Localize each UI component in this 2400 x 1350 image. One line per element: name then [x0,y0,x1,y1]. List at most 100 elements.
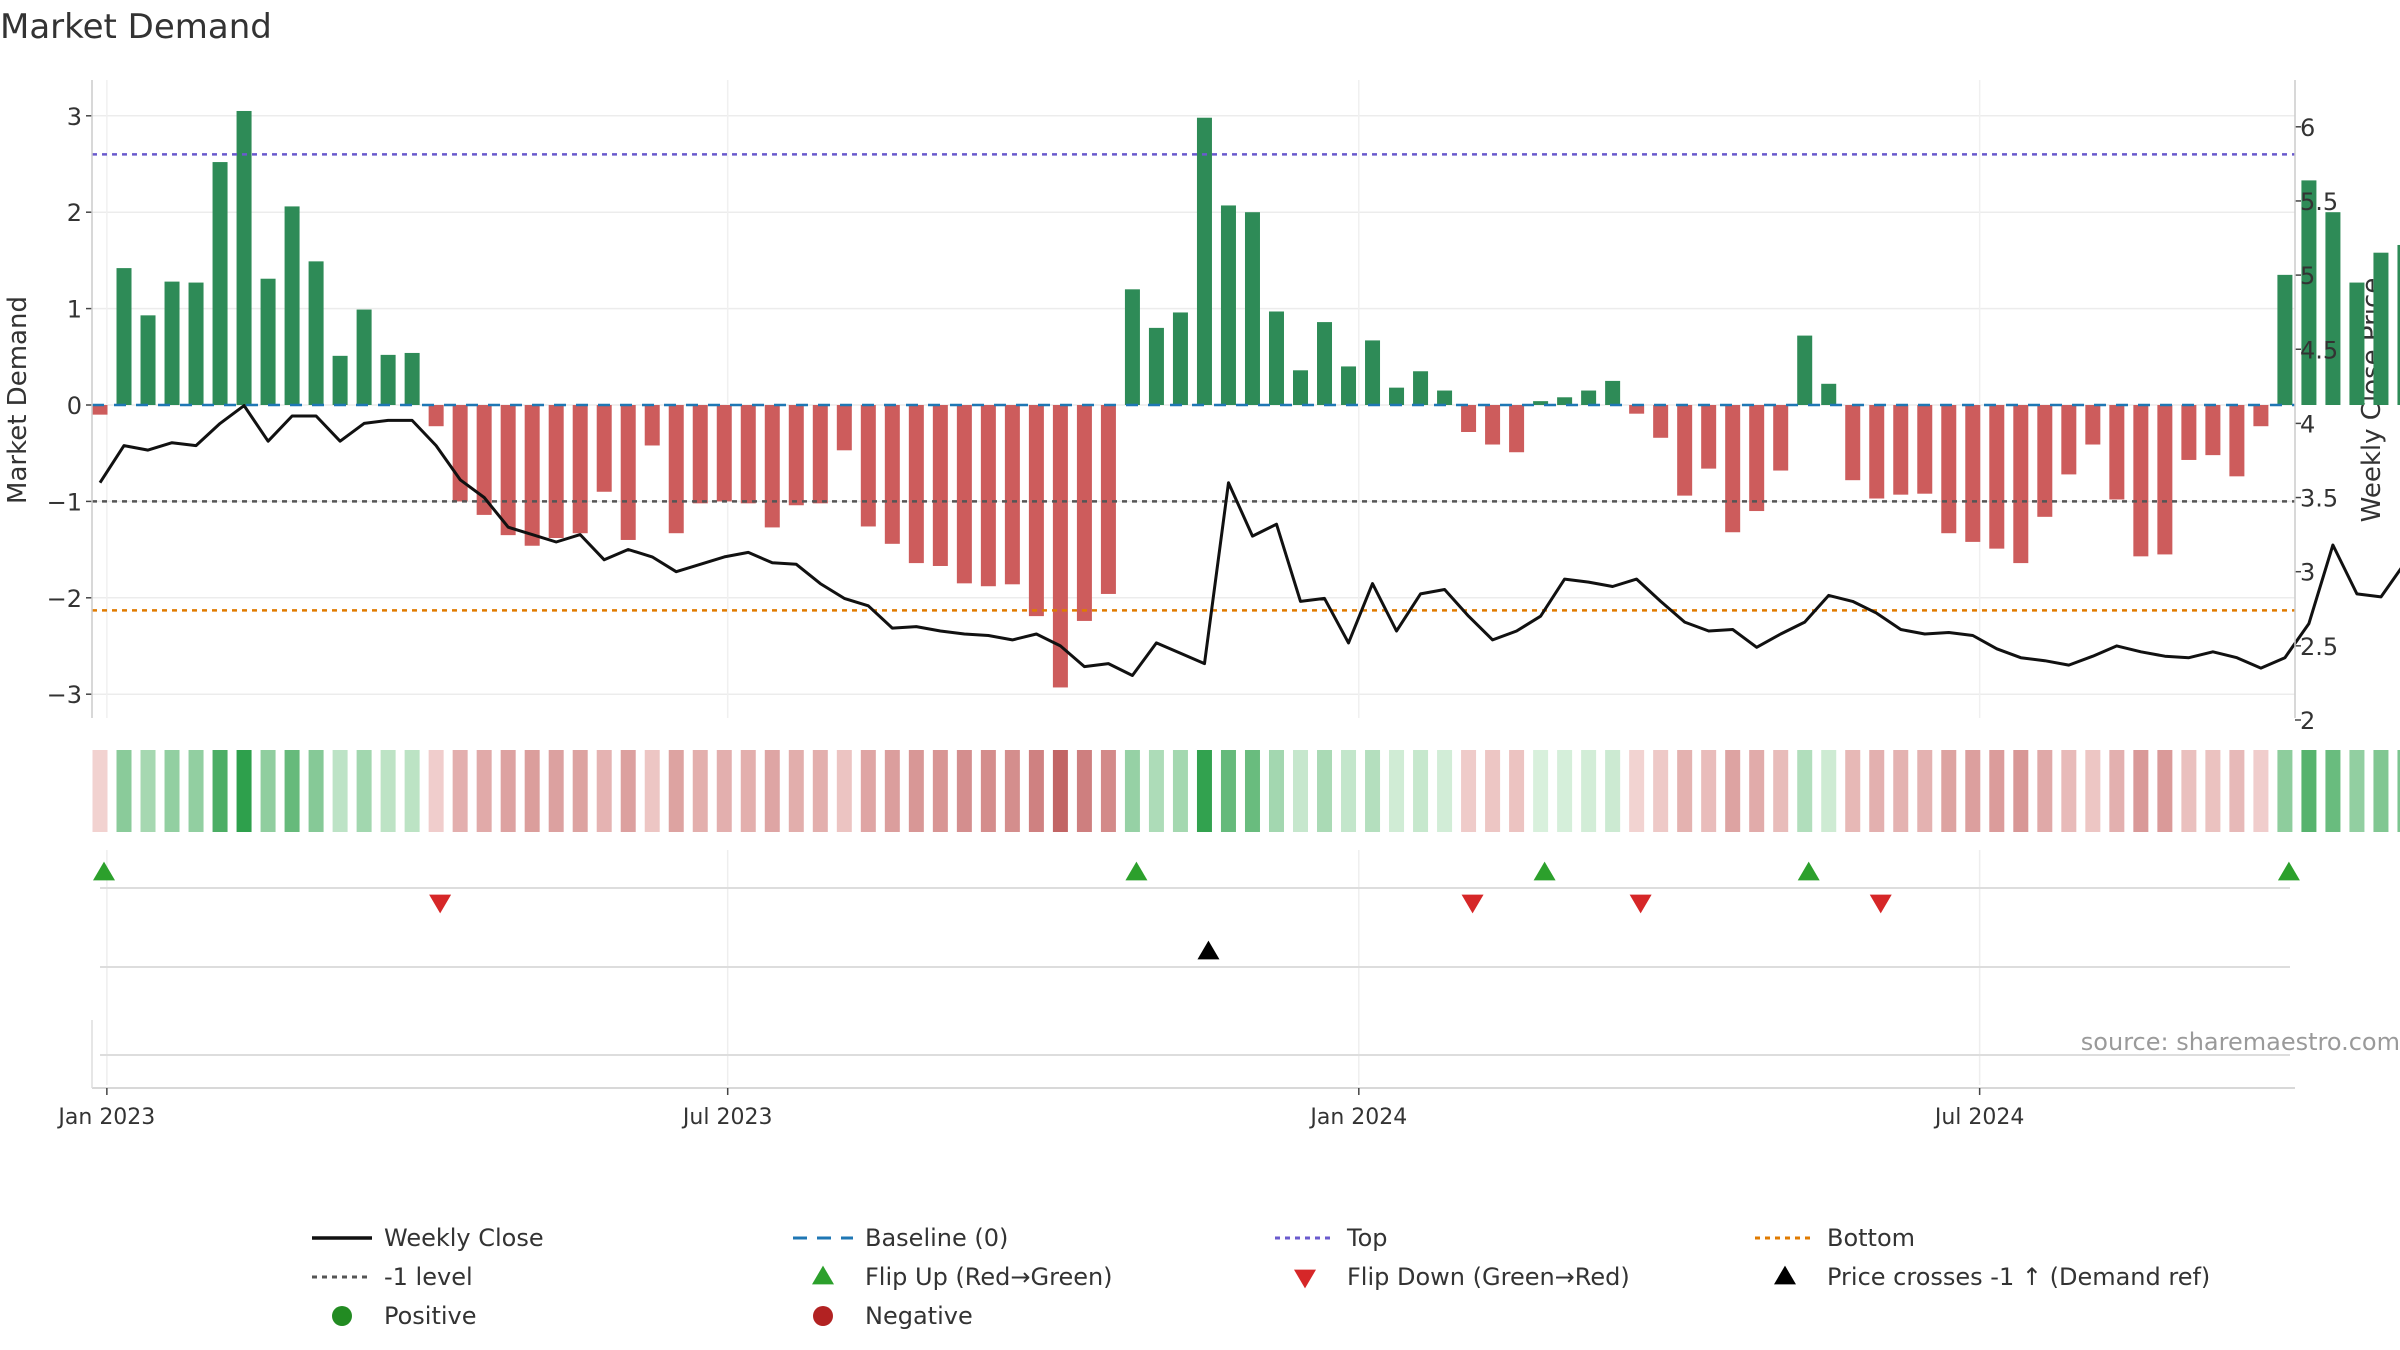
legend-label-bottom: Bottom [1827,1224,1915,1252]
heat-cell [236,750,252,832]
heat-cell [1293,750,1308,832]
heat-cell [140,750,156,832]
positive-bar [1365,340,1381,405]
heat-cell [908,750,924,832]
negative-bar [836,405,852,451]
x-tick-label: Jul 2024 [1933,1105,2025,1130]
positive-bar [1196,117,1212,405]
negative-bar [2229,405,2245,477]
legend-label-baseline: Baseline (0) [865,1224,1008,1252]
flip-up-marker [1797,861,1820,881]
heat-cell [668,750,684,832]
heat-cell [1773,750,1789,832]
heat-cell [2229,750,2245,832]
heat-cell [788,750,804,832]
negative-bar [908,405,924,564]
negative-bar [668,405,684,534]
positive-bar [116,268,132,405]
heat-cell [1172,750,1188,832]
negative-bar [1052,405,1068,688]
negative-bar [884,405,900,544]
negative-bar [1845,405,1861,481]
negative-bar [572,405,588,534]
heat-cell [1941,750,1957,832]
heat-cell [2205,750,2221,832]
positive-bar [2277,274,2293,405]
heat-cell [1797,750,1813,832]
negative-bar [1917,405,1933,494]
heat-cell [92,750,108,832]
heat-cell [1052,750,1068,832]
heat-cell [380,750,396,832]
heat-cell [836,750,852,832]
positive-bar [1124,289,1140,405]
negative-bar [1485,405,1501,445]
flip-up-marker [1125,861,1148,881]
y-tick-label: 2 [67,199,82,227]
heat-cell [860,750,876,832]
y2-tick-label: 2.5 [2300,633,2338,661]
heat-cell [596,750,612,832]
heat-cell [476,750,492,832]
heat-cell [2181,750,2197,832]
y-tick-label: 0 [67,392,82,420]
negative-bar [812,405,828,504]
positive-bar [2349,282,2365,405]
y2-tick-label: 2 [2300,707,2315,735]
heat-cell [1821,750,1837,832]
gridlines [92,80,2295,1085]
negative-bar [2037,405,2053,517]
heat-cell [2253,750,2269,832]
negative-bar [2133,405,2149,557]
source-note: source: sharemaestro.com [2081,1028,2400,1056]
weekly-close-line [98,404,2400,677]
y-tick-label: 1 [67,296,82,324]
flip-up-marker [1533,861,1556,881]
heat-cell [1437,750,1453,832]
negative-bar [1028,405,1044,617]
negative-bar [2109,405,2125,500]
y2-tick-label: 5.5 [2300,188,2338,216]
legend-flip-down-swatch [1294,1269,1316,1289]
heat-cell [2397,750,2400,832]
flip-down-marker [1629,894,1652,914]
y2-tick-label: 3.5 [2300,485,2338,513]
heat-cell [1413,750,1429,832]
negative-bar [1869,405,1885,499]
negative-bar [92,405,108,415]
negative-bar [500,405,516,536]
legend-label-flip_down: Flip Down (Green→Red) [1347,1263,1630,1291]
price-cross-marker [1197,940,1220,960]
positive-bar [1148,327,1164,405]
heat-cell [1100,750,1116,832]
positive-bar [2373,252,2389,405]
heat-cell [188,750,204,832]
heat-cell [2301,750,2317,832]
heat-cell [2157,750,2173,832]
heat-cell [1845,750,1861,832]
heat-cell [1220,750,1236,832]
negative-bar [740,405,756,504]
negative-bar [1941,405,1957,534]
negative-bar [956,405,972,584]
negative-bar [476,405,492,515]
positive-bar [404,352,420,405]
heat-cell [956,750,972,832]
positive-bar [1605,380,1621,405]
heat-cell [332,750,348,832]
heat-cell [164,750,180,832]
heat-cell [1268,750,1284,832]
negative-bar [764,405,780,528]
negative-bar [1965,405,1981,542]
positive-bar [1172,312,1188,405]
legend-label-top: Top [1346,1224,1388,1252]
price-cross-markers [100,940,2290,1056]
negative-bar [2085,405,2101,445]
negative-bar [860,405,876,527]
y2-tick-label: 4.5 [2300,336,2338,364]
heat-cell [1365,750,1381,832]
negative-bar [932,405,948,566]
heat-cell [1605,750,1621,832]
heat-cell [356,750,372,832]
